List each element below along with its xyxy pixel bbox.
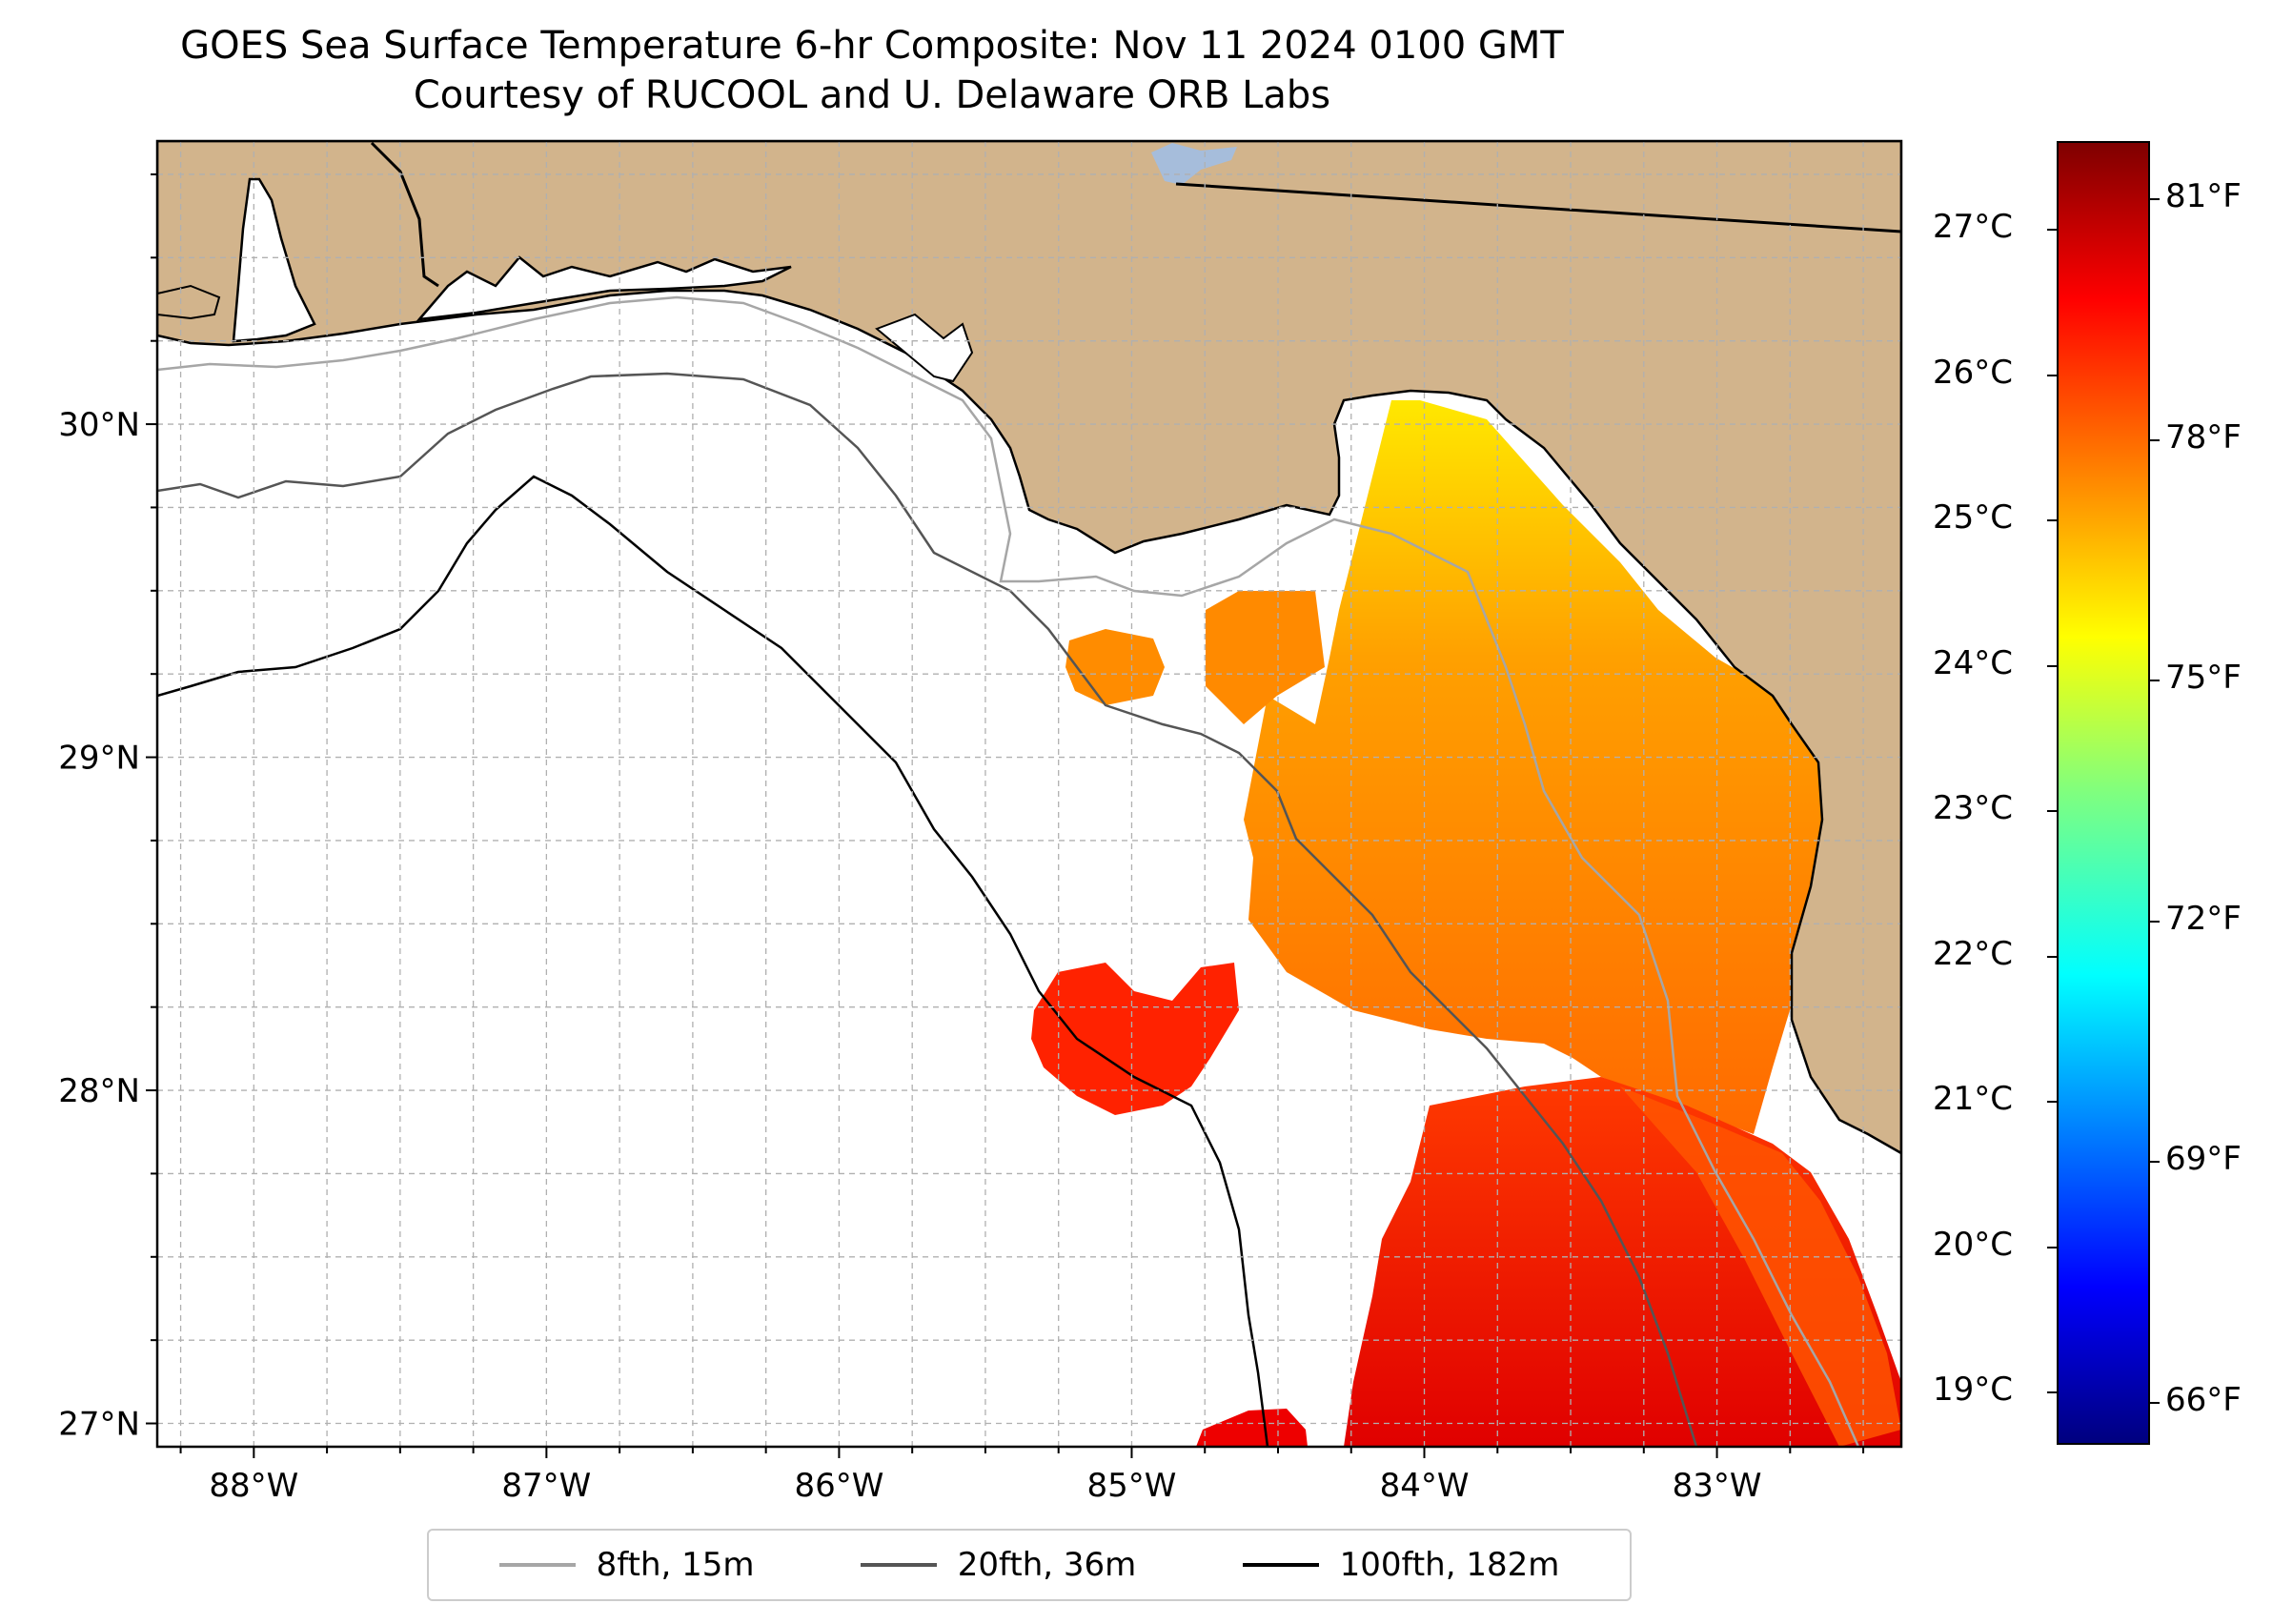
celsius-tick: [2047, 229, 2057, 231]
legend-label-20fth: 20fth, 36m: [957, 1546, 1137, 1584]
celsius-tick-label-2: 25°C: [1933, 498, 2014, 537]
celsius-tick: [2047, 955, 2057, 958]
fahrenheit-tick: [2150, 680, 2160, 681]
depth-legend: 8fth, 15m 20fth, 36m 100fth, 182m: [427, 1529, 1632, 1601]
fahrenheit-tick-label-2: 75°F: [2165, 659, 2242, 697]
lon-label-5: 83°W: [1673, 1467, 1762, 1505]
fahrenheit-tick-label-4: 69°F: [2165, 1140, 2242, 1178]
celsius-tick-label-6: 21°C: [1933, 1080, 2014, 1118]
legend-swatch-100fth: [1242, 1563, 1319, 1567]
map-frame: [155, 139, 1903, 1449]
lat-label-2: 29°N: [58, 740, 140, 778]
fahrenheit-tick-label-1: 78°F: [2165, 417, 2242, 457]
celsius-tick-label-8: 19°C: [1933, 1370, 2014, 1409]
fahrenheit-tick: [2150, 1401, 2160, 1404]
sst-patch-orange-south: [1620, 1086, 1901, 1447]
lat-label-0: 27°N: [58, 1406, 140, 1444]
celsius-tick-label-3: 24°C: [1933, 643, 2014, 682]
sst-patch-bottom-small: [1196, 1409, 1308, 1447]
lat-label-1: 28°N: [58, 1072, 140, 1110]
legend-item-100fth: 100fth, 182m: [1242, 1546, 1560, 1584]
celsius-tick-label-5: 22°C: [1933, 934, 2014, 973]
legend-swatch-20fth: [860, 1563, 937, 1567]
celsius-tick: [2047, 664, 2057, 667]
colorbar: [2057, 141, 2150, 1445]
sst-patch-central: [1206, 591, 1325, 724]
sst-patch-red-west: [1031, 963, 1239, 1115]
latitude-labels: 27°N 28°N 29°N 30°N: [58, 406, 140, 1443]
celsius-tick: [2047, 1246, 2057, 1248]
lon-label-4: 84°W: [1380, 1467, 1470, 1505]
lon-label-2: 86°W: [794, 1467, 883, 1505]
celsius-tick-label-1: 26°C: [1933, 353, 2014, 392]
gridlines: [146, 141, 1901, 1458]
contour-20fth: [157, 372, 1698, 1447]
celsius-tick-label-0: 27°C: [1933, 208, 2014, 246]
apalachee-bay-islands: [875, 313, 974, 383]
celsius-tick: [2047, 374, 2057, 376]
alabama-border: [370, 141, 439, 288]
fahrenheit-tick-label-5: 66°F: [2165, 1380, 2242, 1419]
lake: [1151, 143, 1237, 185]
contour-100fth: [157, 475, 1269, 1447]
west-coast-strip: [157, 284, 221, 320]
celsius-tick: [2047, 810, 2057, 812]
fahrenheit-tick: [2150, 920, 2160, 923]
fahrenheit-tick: [2150, 1161, 2160, 1163]
lon-label-3: 85°W: [1087, 1467, 1177, 1505]
fahrenheit-tick-label-3: 72°F: [2165, 899, 2242, 938]
legend-item-8fth: 8fth, 15m: [498, 1546, 755, 1584]
legend-label-100fth: 100fth, 182m: [1339, 1546, 1560, 1584]
state-border: [1175, 182, 1901, 233]
fahrenheit-tick: [2150, 198, 2160, 200]
fahrenheit-tick-label-0: 81°F: [2165, 177, 2242, 215]
lon-label-1: 87°W: [501, 1467, 591, 1505]
land-area: [157, 141, 1901, 1155]
fahrenheit-tick: [2150, 438, 2160, 441]
lon-label-0: 88°W: [209, 1467, 298, 1505]
celsius-tick: [2047, 1101, 2057, 1103]
celsius-tick-label-7: 20°C: [1933, 1225, 2014, 1264]
lat-label-3: 30°N: [58, 406, 140, 444]
celsius-tick: [2047, 519, 2057, 521]
longitude-labels: 88°W 87°W 86°W 85°W 84°W 83°W: [209, 1467, 1761, 1505]
legend-item-20fth: 20fth, 36m: [860, 1546, 1137, 1584]
title-line-2: Courtesy of RUCOOL and U. Delaware ORB L…: [413, 73, 1331, 117]
celsius-tick: [2047, 1391, 2057, 1393]
legend-label-8fth: 8fth, 15m: [596, 1546, 755, 1584]
map-title: GOES Sea Surface Temperature 6-hr Compos…: [0, 21, 1744, 120]
legend-swatch-8fth: [498, 1563, 576, 1567]
title-line-1: GOES Sea Surface Temperature 6-hr Compos…: [180, 24, 1564, 68]
celsius-tick-label-4: 23°C: [1933, 789, 2014, 827]
